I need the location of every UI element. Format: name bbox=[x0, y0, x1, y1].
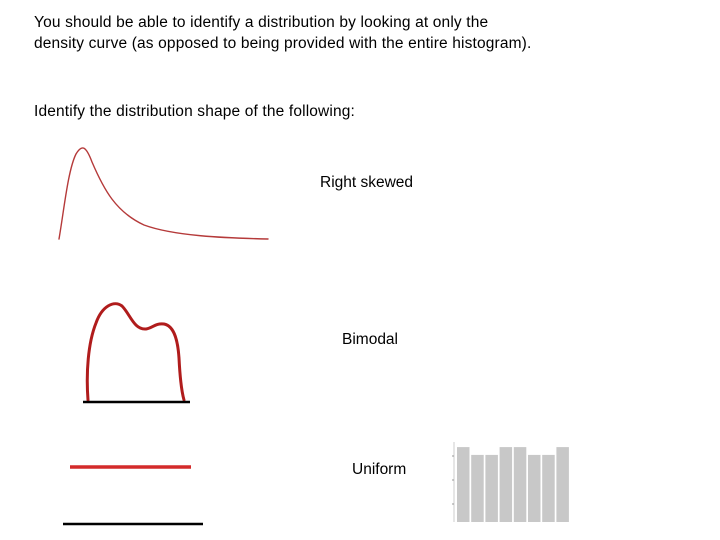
right-skewed-curve bbox=[58, 147, 269, 240]
histogram-bar bbox=[485, 454, 498, 522]
bimodal-curve bbox=[85, 302, 186, 402]
histogram-bar bbox=[499, 447, 513, 522]
bimodal-curve-figure bbox=[83, 302, 190, 404]
histogram-bar bbox=[542, 454, 555, 522]
answer-bimodal: Bimodal bbox=[342, 331, 398, 348]
prompt-text: Identify the distribution shape of the f… bbox=[34, 103, 355, 120]
histogram-bar bbox=[513, 447, 527, 522]
histogram-bar bbox=[556, 447, 569, 522]
histogram-bar bbox=[457, 447, 470, 522]
histogram-bar bbox=[471, 454, 484, 522]
answer-right-skewed: Right skewed bbox=[320, 174, 414, 191]
uniform-histogram bbox=[452, 442, 569, 522]
answer-uniform: Uniform bbox=[352, 461, 407, 478]
tick-marks bbox=[452, 455, 454, 505]
histogram-bar bbox=[528, 454, 541, 522]
intro-text: You should be able to identify a distrib… bbox=[34, 14, 532, 52]
right-skewed-curve-figure bbox=[58, 147, 269, 240]
uniform-curve-figure bbox=[63, 465, 203, 526]
